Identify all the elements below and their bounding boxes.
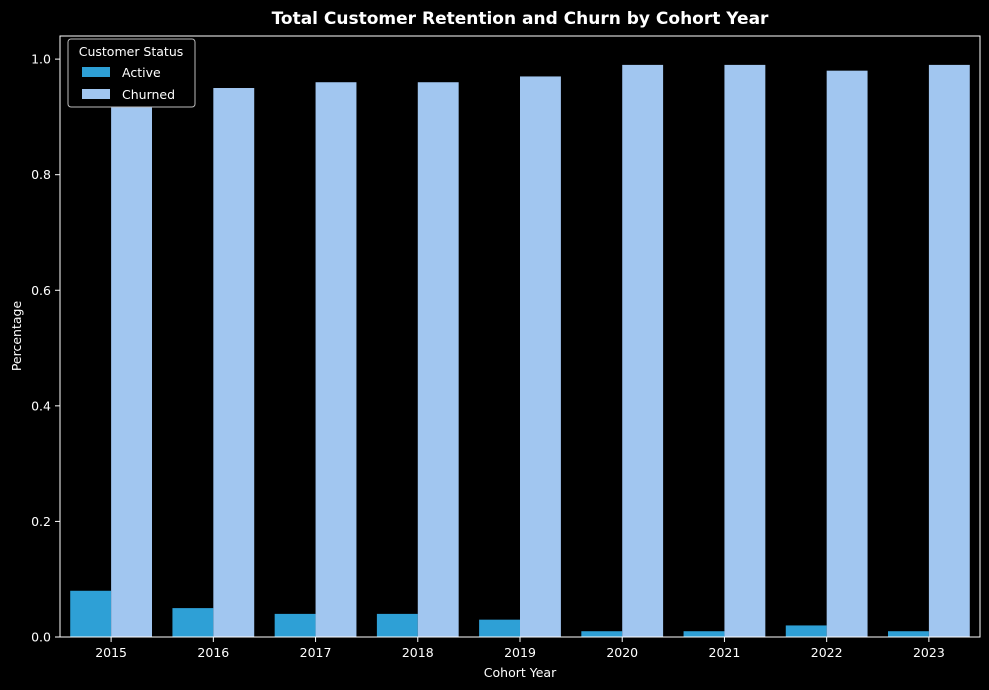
x-axis-label: Cohort Year <box>484 665 557 680</box>
bar-active-2021 <box>683 631 725 637</box>
axes-group: 2015 2016 2017 2018 2019 2020 2021 2022 2023 0.0 0… <box>31 35 981 660</box>
legend-swatch-churned <box>82 89 110 99</box>
y-tick-label-0.6: 0.6 <box>31 283 51 298</box>
legend-label-active: Active <box>122 65 161 80</box>
bar-active-2018 <box>376 613 418 637</box>
x-tick-label-2016: 2016 <box>197 645 229 660</box>
y-tick-label-0.8: 0.8 <box>31 167 51 182</box>
x-tick-label-2017: 2017 <box>300 645 332 660</box>
y-tick-label-0.4: 0.4 <box>31 398 51 413</box>
x-tick-label-2020: 2020 <box>606 645 638 660</box>
bar-churned-2018 <box>417 82 459 638</box>
bar-churned-2016 <box>213 88 255 637</box>
bar-active-2023 <box>888 631 929 637</box>
x-tick-label-2022: 2022 <box>811 645 843 660</box>
chart-title: Total Customer Retention and Churn by Co… <box>272 9 769 29</box>
bar-active-2015 <box>70 590 112 637</box>
legend-title: Customer Status <box>79 44 184 59</box>
bar-churned-2017 <box>315 82 357 638</box>
bar-churned-2020 <box>622 64 664 637</box>
x-tick-label-2015: 2015 <box>95 645 127 660</box>
legend: Customer Status Active Churned <box>67 38 196 108</box>
bar-churned-2019 <box>520 76 561 637</box>
bar-active-2019 <box>479 619 520 637</box>
y-tick-label-0.2: 0.2 <box>31 514 51 529</box>
legend-swatch-active <box>82 67 110 77</box>
bar-active-2017 <box>274 613 316 637</box>
y-tick-label-0.0: 0.0 <box>31 630 51 645</box>
bar-active-2016 <box>172 608 214 637</box>
legend-label-churned: Churned <box>122 87 175 102</box>
x-tick-label-2019: 2019 <box>504 645 536 660</box>
bars-group <box>70 64 970 638</box>
y-tick-label-1.0: 1.0 <box>31 52 51 67</box>
bar-churned-2023 <box>928 64 970 637</box>
bar-churned-2022 <box>826 70 868 638</box>
x-tick-label-2023: 2023 <box>913 645 945 660</box>
x-tick-label-2018: 2018 <box>402 645 434 660</box>
bar-churned-2015 <box>111 105 152 638</box>
bar-churned-2021 <box>724 64 766 637</box>
bar-active-2020 <box>581 631 623 637</box>
x-tick-label-2021: 2021 <box>709 645 741 660</box>
y-axis-label: Percentage <box>9 301 24 372</box>
bar-active-2022 <box>785 625 827 637</box>
